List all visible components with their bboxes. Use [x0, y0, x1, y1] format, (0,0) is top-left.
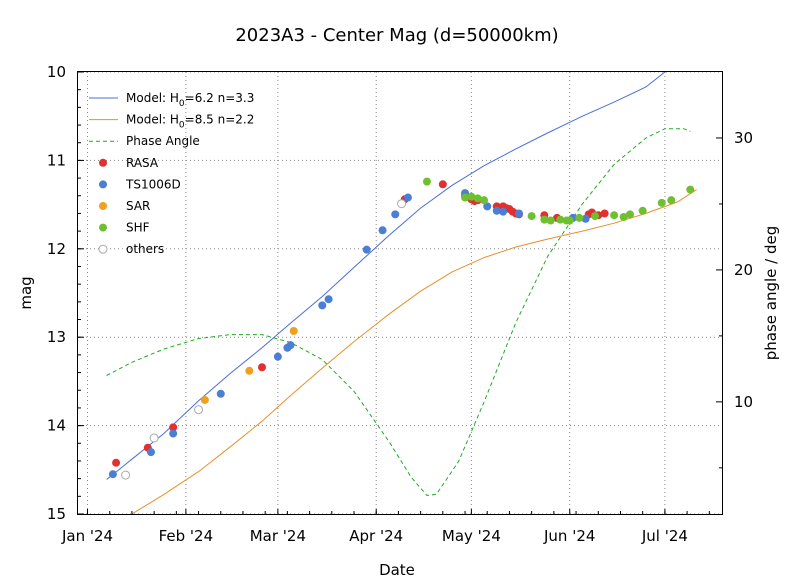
data-point: [438, 180, 447, 189]
legend-marker: [99, 180, 107, 189]
y2-axis-label: phase angle / deg: [762, 226, 780, 361]
data-point: [422, 177, 431, 186]
plot-frame: [77, 71, 723, 515]
data-point: [492, 206, 501, 215]
x-tick-label: May '24: [442, 527, 501, 545]
x-tick-label: Jan '24: [61, 527, 113, 545]
data-point: [600, 209, 609, 218]
legend-label: Phase Angle: [126, 134, 200, 148]
data-point: [216, 389, 225, 398]
data-point: [397, 199, 407, 209]
data-point: [667, 196, 676, 205]
data-point: [169, 429, 178, 438]
data-point: [638, 206, 647, 215]
y2-tick-label: 10: [734, 393, 753, 411]
data-point: [581, 214, 590, 223]
legend-marker: [99, 202, 107, 210]
data-point: [483, 202, 492, 211]
y-tick-label: 13: [47, 328, 66, 346]
y-tick-label: 12: [47, 240, 66, 258]
data-point: [480, 196, 489, 205]
data-point: [378, 226, 387, 235]
data-point: [121, 470, 131, 480]
x-axis-label: Date: [379, 561, 415, 579]
legend-marker: [98, 244, 108, 254]
legend-marker: [99, 223, 107, 232]
data-point: [289, 327, 298, 336]
data-point: [200, 395, 209, 404]
data-point: [657, 198, 666, 207]
y-tick-label: 11: [47, 151, 66, 169]
x-tick-label: Mar '24: [250, 527, 306, 545]
data-point: [112, 458, 121, 467]
x-tick-label: Jul '24: [641, 527, 688, 545]
data-point: [565, 216, 574, 225]
data-point: [324, 295, 333, 304]
data-point: [194, 405, 204, 415]
data-point: [245, 366, 254, 375]
legend-label: others: [126, 242, 164, 256]
data-point: [149, 433, 159, 443]
data-point: [686, 185, 695, 194]
data-point: [318, 301, 327, 310]
data-point: [403, 193, 412, 202]
data-point: [575, 213, 584, 222]
y2-tick-label: 30: [734, 129, 753, 147]
y-tick-label: 15: [47, 505, 66, 523]
data-point: [362, 245, 371, 254]
data-point: [556, 215, 565, 224]
plot-area: [106, 72, 697, 514]
axes: Jan '24 Feb '24 Mar '24 Apr '24 May '24 Jun '…: [47, 63, 753, 545]
chart-title: 2023A3 - Center Mag (d=50000km): [235, 25, 558, 46]
x-tick-label: Apr '24: [349, 527, 403, 545]
legend-label: TS1006D: [125, 177, 181, 191]
y-axis-label: mag: [17, 276, 35, 309]
data-point: [461, 193, 470, 202]
data-point: [391, 210, 400, 219]
data-point: [108, 470, 117, 479]
series-line: [131, 189, 697, 514]
data-point: [146, 448, 155, 457]
data-point: [258, 363, 266, 372]
legend-label: RASA: [126, 156, 159, 170]
series-line: [106, 72, 666, 480]
x-tick-label: Feb '24: [159, 527, 214, 545]
data-point: [591, 212, 600, 221]
data-point: [546, 216, 555, 225]
data-point: [527, 212, 536, 221]
legend: Model: H0=6.2 n=3.3 Model: H0=8.5 n=2.2 Ph…: [89, 91, 254, 256]
legend-label: Model: H0=6.2 n=3.3: [126, 91, 254, 109]
data-point: [473, 194, 482, 203]
data-point: [499, 207, 508, 216]
data-point: [610, 211, 619, 220]
legend-label: SHF: [126, 221, 150, 235]
y-tick-label: 14: [47, 417, 66, 435]
data-point: [626, 210, 634, 219]
series-line: [106, 128, 691, 497]
data-point: [514, 209, 523, 218]
y-tick-label: 10: [47, 63, 66, 81]
data-point: [540, 215, 549, 224]
legend-marker: [99, 158, 107, 167]
data-point: [467, 192, 476, 201]
legend-label: Model: H0=8.5 n=2.2: [126, 113, 254, 131]
x-tick-label: Jun '24: [543, 527, 595, 545]
legend-label: SAR: [126, 199, 150, 213]
data-point: [286, 341, 295, 350]
y2-tick-label: 20: [734, 261, 753, 279]
data-point: [273, 352, 282, 361]
data-point: [169, 423, 178, 432]
data-point: [619, 212, 628, 221]
